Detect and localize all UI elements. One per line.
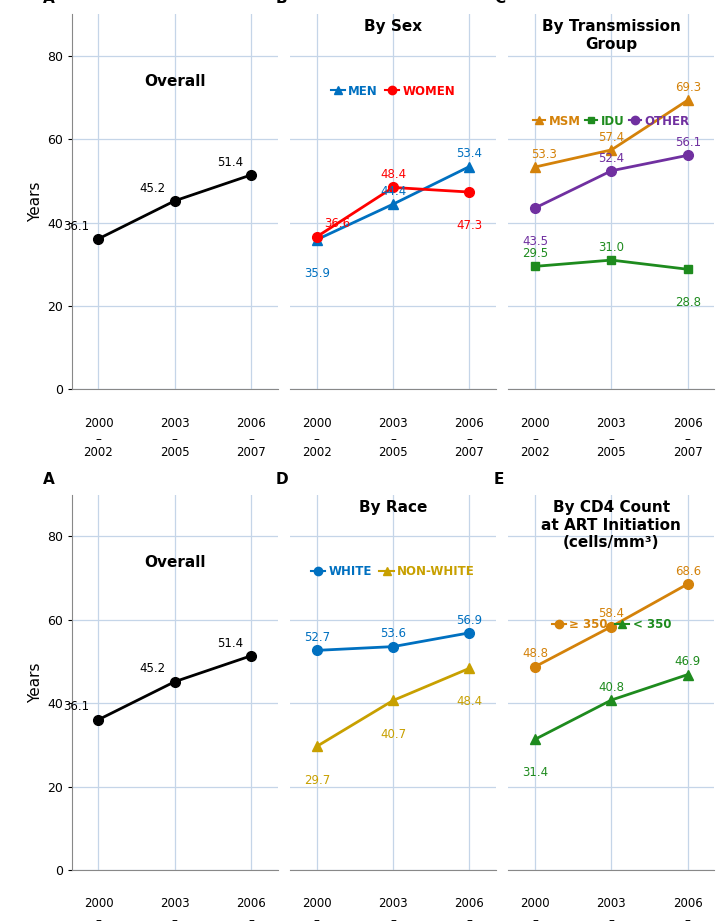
Text: 2007: 2007 [454, 446, 484, 459]
Text: 36.1: 36.1 [63, 219, 89, 232]
Text: 2006: 2006 [236, 897, 266, 911]
Text: 48.4: 48.4 [457, 695, 482, 708]
Text: –: – [608, 433, 615, 447]
Text: –: – [248, 433, 254, 447]
Y-axis label: Years: Years [28, 662, 43, 703]
Text: 2000: 2000 [521, 897, 550, 911]
Text: 2003: 2003 [597, 416, 626, 429]
Text: 47.3: 47.3 [457, 219, 482, 232]
Text: 2006: 2006 [673, 897, 703, 911]
Text: –: – [248, 915, 254, 921]
Text: 31.4: 31.4 [522, 766, 549, 779]
Text: –: – [172, 433, 178, 447]
Text: 2000: 2000 [302, 416, 332, 429]
Legend: MSM, IDU, OTHER: MSM, IDU, OTHER [528, 110, 694, 133]
Text: E: E [494, 472, 505, 487]
Text: A: A [43, 472, 55, 487]
Text: 2000: 2000 [302, 897, 332, 911]
Text: 53.3: 53.3 [531, 147, 557, 161]
Text: 44.4: 44.4 [380, 185, 406, 198]
Text: –: – [608, 915, 615, 921]
Text: 28.8: 28.8 [675, 297, 701, 309]
Text: –: – [685, 915, 691, 921]
Text: 2000: 2000 [84, 416, 113, 429]
Text: By CD4 Count
at ART Initiation
(cells/mm³): By CD4 Count at ART Initiation (cells/mm… [541, 500, 681, 550]
Text: 53.6: 53.6 [380, 627, 406, 640]
Text: 48.8: 48.8 [522, 647, 548, 660]
Text: 2003: 2003 [597, 897, 626, 911]
Text: 51.4: 51.4 [218, 636, 243, 649]
Text: –: – [95, 433, 101, 447]
Text: 35.9: 35.9 [304, 267, 330, 280]
Text: –: – [95, 915, 101, 921]
Text: 2003: 2003 [160, 897, 190, 911]
Text: 2000: 2000 [84, 897, 113, 911]
Text: –: – [467, 915, 472, 921]
Text: –: – [314, 433, 320, 447]
Text: 40.7: 40.7 [380, 728, 406, 740]
Text: 2006: 2006 [236, 416, 266, 429]
Text: 2002: 2002 [521, 446, 550, 459]
Legend: ≥ 350, < 350: ≥ 350, < 350 [547, 613, 676, 635]
Text: 56.9: 56.9 [457, 613, 482, 626]
Text: 2005: 2005 [160, 446, 190, 459]
Text: –: – [390, 915, 396, 921]
Text: 58.4: 58.4 [598, 607, 625, 621]
Text: By Sex: By Sex [364, 19, 422, 34]
Text: –: – [532, 915, 538, 921]
Text: 2007: 2007 [673, 446, 703, 459]
Text: 53.4: 53.4 [457, 147, 482, 160]
Text: –: – [467, 433, 472, 447]
Text: 2002: 2002 [302, 446, 332, 459]
Text: 2006: 2006 [673, 416, 703, 429]
Text: 68.6: 68.6 [675, 565, 701, 577]
Text: 52.4: 52.4 [598, 151, 625, 165]
Text: 52.7: 52.7 [304, 631, 330, 644]
Text: D: D [276, 472, 289, 487]
Text: 46.9: 46.9 [675, 656, 701, 669]
Text: 31.0: 31.0 [598, 240, 625, 254]
Text: 36.1: 36.1 [63, 700, 89, 714]
Text: 43.5: 43.5 [522, 235, 548, 248]
Text: 2002: 2002 [83, 446, 113, 459]
Text: 69.3: 69.3 [675, 81, 701, 94]
Text: 2007: 2007 [236, 446, 266, 459]
Text: 56.1: 56.1 [675, 136, 701, 149]
Text: Overall: Overall [144, 74, 205, 89]
Text: 45.2: 45.2 [139, 662, 166, 675]
Text: 2006: 2006 [454, 416, 484, 429]
Text: –: – [172, 915, 178, 921]
Y-axis label: Years: Years [28, 181, 43, 222]
Text: By Transmission
Group: By Transmission Group [542, 19, 681, 52]
Text: 2005: 2005 [597, 446, 626, 459]
Text: 40.8: 40.8 [598, 681, 625, 694]
Text: 2005: 2005 [378, 446, 408, 459]
Text: 36.6: 36.6 [325, 217, 350, 230]
Text: 51.4: 51.4 [218, 156, 243, 169]
Text: 48.4: 48.4 [380, 169, 406, 181]
Text: –: – [685, 433, 691, 447]
Text: 29.5: 29.5 [522, 247, 549, 260]
Text: 29.7: 29.7 [304, 774, 330, 787]
Text: –: – [314, 915, 320, 921]
Text: Overall: Overall [144, 554, 205, 570]
Text: 45.2: 45.2 [139, 181, 166, 194]
Text: 2000: 2000 [521, 416, 550, 429]
Text: C: C [494, 0, 505, 6]
Text: 57.4: 57.4 [598, 131, 625, 144]
Legend: WHITE, NON-WHITE: WHITE, NON-WHITE [307, 561, 480, 583]
Text: 2003: 2003 [378, 416, 408, 429]
Text: By Race: By Race [359, 500, 427, 516]
Text: B: B [276, 0, 287, 6]
Text: 2003: 2003 [160, 416, 190, 429]
Text: –: – [532, 433, 538, 447]
Text: A: A [43, 0, 55, 6]
Text: 2003: 2003 [378, 897, 408, 911]
Text: –: – [390, 433, 396, 447]
Text: 2006: 2006 [454, 897, 484, 911]
Legend: MEN, WOMEN: MEN, WOMEN [326, 80, 460, 102]
